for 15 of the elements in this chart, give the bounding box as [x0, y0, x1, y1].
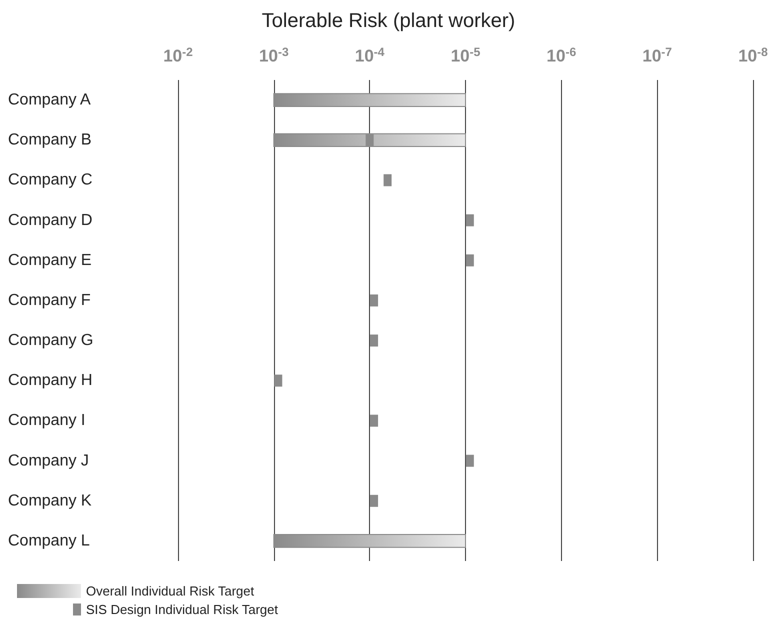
y-tick-label: Company L [8, 532, 90, 550]
y-tick-label: Company E [8, 252, 92, 269]
y-tick-label: Company G [8, 332, 94, 350]
y-tick-label: Company A [8, 92, 92, 109]
y-tick-label: Company B [8, 132, 92, 149]
chart-title: Tolerable Risk (plant worker) [262, 10, 516, 32]
y-tick-label: Company I [8, 412, 86, 430]
y-tick-label: Company K [8, 492, 92, 510]
legend-label: SIS Design Individual Risk Target [86, 602, 278, 617]
y-tick-label: Company F [8, 292, 91, 309]
y-tick-label: Company D [8, 212, 92, 229]
y-tick-label: Company J [8, 452, 89, 470]
y-tick-label: Company C [8, 172, 92, 189]
y-tick-label: Company H [8, 372, 92, 390]
legend-label: Overall Individual Risk Target [86, 584, 254, 598]
